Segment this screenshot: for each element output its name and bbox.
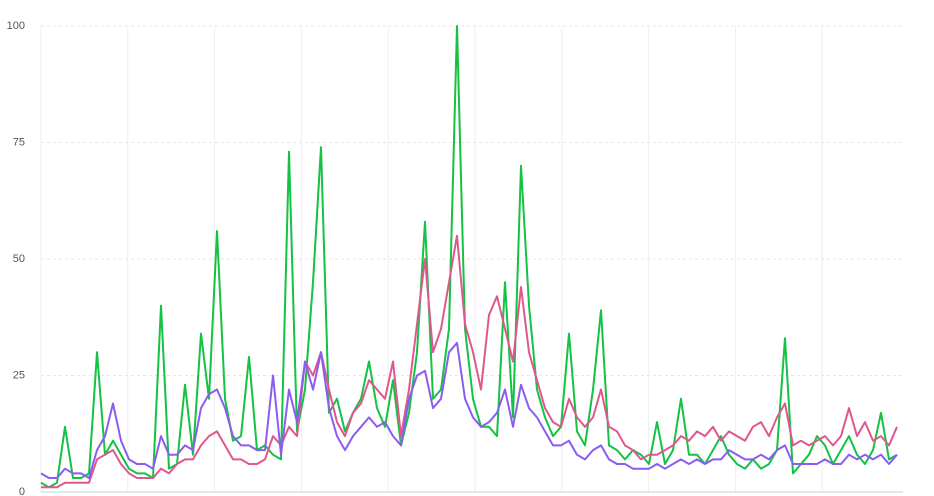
series-line xyxy=(40,341,898,479)
y-tick-label: 75 xyxy=(13,136,25,148)
y-tick-label: 25 xyxy=(13,369,25,381)
y-tick-label: 0 xyxy=(19,486,25,496)
series-line xyxy=(40,25,898,489)
y-tick-label: 100 xyxy=(7,20,25,32)
series-line xyxy=(41,234,898,489)
y-tick-label: 50 xyxy=(13,253,25,265)
